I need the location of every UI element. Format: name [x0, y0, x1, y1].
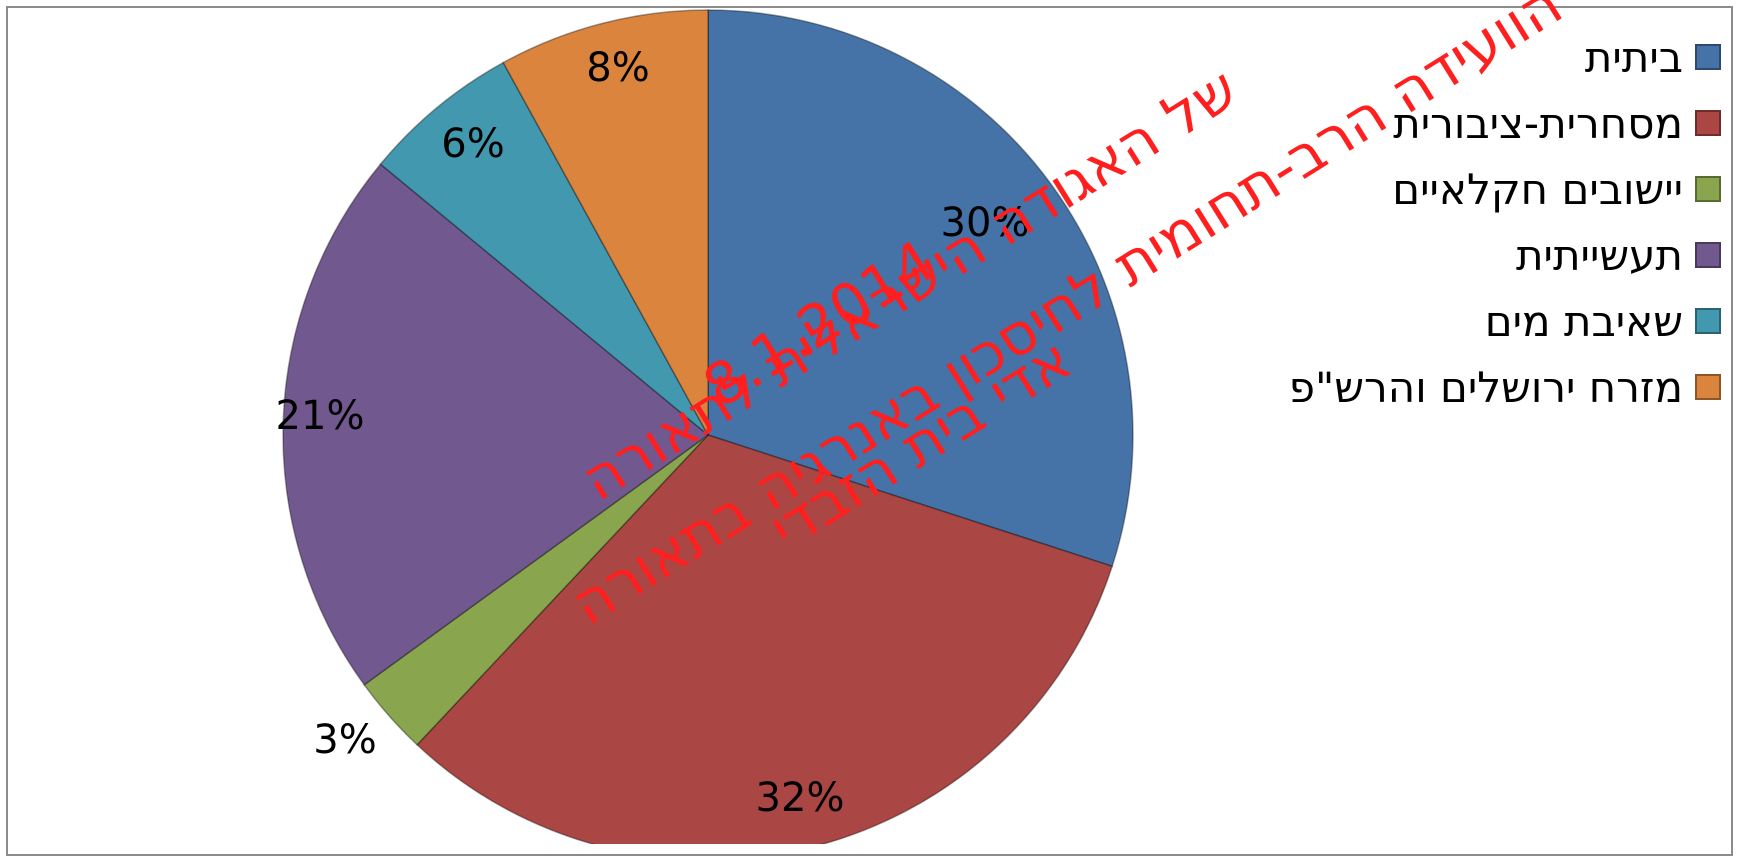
legend-item: מסחרית-ציבורית [1289, 90, 1721, 156]
legend: ביתית מסחרית-ציבורית יישובים חקלאיים תעש… [1289, 24, 1721, 420]
legend-label: יישובים חקלאיים [1392, 164, 1683, 214]
legend-swatch [1695, 308, 1721, 334]
legend-label: תעשייתית [1515, 230, 1683, 280]
slice-label: 8% [586, 45, 649, 91]
legend-item: שאיבת מים [1289, 288, 1721, 354]
legend-label: מסחרית-ציבורית [1393, 98, 1683, 148]
pie-slice [502, 9, 709, 436]
slice-label: 21% [276, 393, 365, 439]
legend-item: מזרח ירושלים והרש"פ [1289, 354, 1721, 420]
pie-slice [416, 434, 1114, 844]
legend-swatch [1695, 374, 1721, 400]
legend-label: ביתית [1584, 32, 1683, 82]
slice-label: 6% [441, 121, 504, 167]
legend-label: שאיבת מים [1484, 296, 1683, 346]
slice-label: 30% [941, 200, 1030, 246]
legend-swatch [1695, 242, 1721, 268]
pie-slice [707, 9, 1134, 568]
pie-slice [379, 61, 709, 436]
slice-label: 3% [313, 717, 376, 763]
legend-item: ביתית [1289, 24, 1721, 90]
legend-swatch [1695, 44, 1721, 70]
legend-label: מזרח ירושלים והרש"פ [1288, 362, 1683, 412]
legend-item: יישובים חקלאיים [1289, 156, 1721, 222]
legend-swatch [1695, 176, 1721, 202]
pie-slice [282, 163, 710, 686]
slice-label: 32% [756, 775, 845, 821]
legend-swatch [1695, 110, 1721, 136]
pie-slice [363, 434, 709, 746]
legend-item: תעשייתית [1289, 222, 1721, 288]
